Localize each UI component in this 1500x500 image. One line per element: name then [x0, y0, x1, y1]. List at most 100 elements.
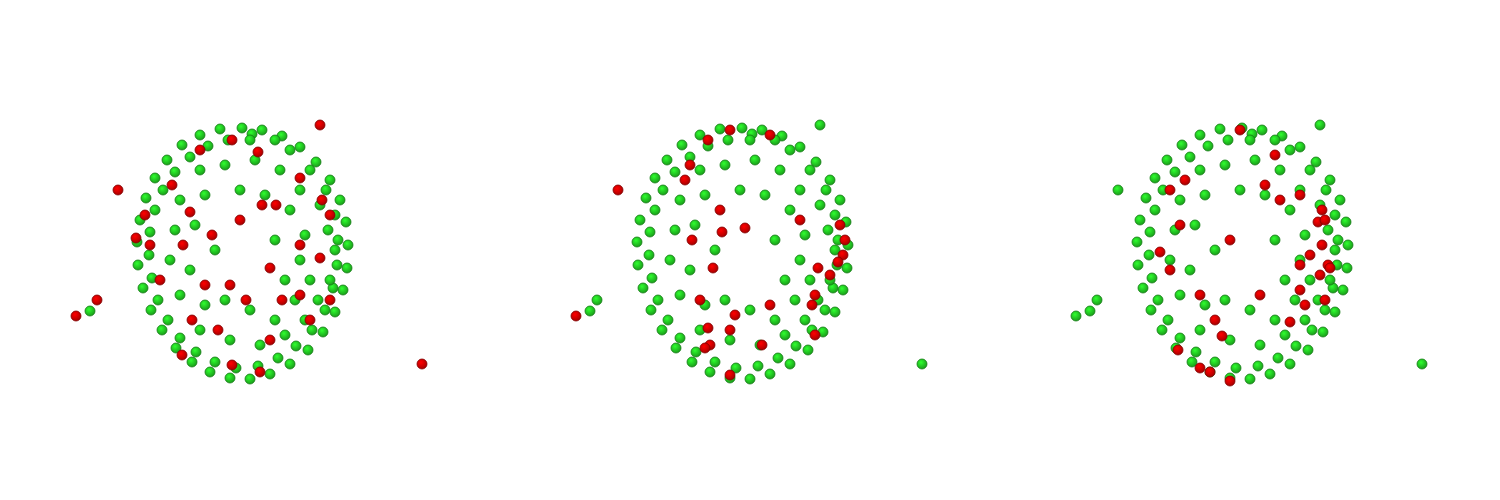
- point: [270, 135, 280, 145]
- point: [1307, 325, 1317, 335]
- point: [1323, 225, 1333, 235]
- point: [663, 315, 673, 325]
- point: [765, 300, 775, 310]
- point: [341, 217, 351, 227]
- point: [227, 135, 237, 145]
- point: [417, 359, 427, 369]
- point: [840, 235, 850, 245]
- point: [235, 215, 245, 225]
- point: [1245, 305, 1255, 315]
- point: [800, 315, 810, 325]
- point: [917, 359, 927, 369]
- point: [131, 233, 141, 243]
- point: [725, 325, 735, 335]
- point: [265, 369, 275, 379]
- point: [200, 280, 210, 290]
- point: [275, 165, 285, 175]
- point: [1285, 317, 1295, 327]
- point: [1165, 255, 1175, 265]
- point: [1341, 217, 1351, 227]
- point: [1280, 330, 1290, 340]
- point: [140, 210, 150, 220]
- point: [1185, 152, 1195, 162]
- point: [323, 225, 333, 235]
- point: [1315, 120, 1325, 130]
- point: [745, 374, 755, 384]
- point: [644, 250, 654, 260]
- point: [1150, 205, 1160, 215]
- point: [1417, 359, 1427, 369]
- point: [795, 185, 805, 195]
- point: [1195, 290, 1205, 300]
- point: [1133, 260, 1143, 270]
- point: [145, 227, 155, 237]
- point: [185, 207, 195, 217]
- point-series: [1155, 125, 1335, 386]
- point: [1275, 165, 1285, 175]
- point: [670, 225, 680, 235]
- point: [1255, 340, 1265, 350]
- point: [265, 335, 275, 345]
- point-series: [585, 120, 927, 384]
- point: [185, 152, 195, 162]
- point: [1210, 315, 1220, 325]
- point: [791, 341, 801, 351]
- point: [1225, 376, 1235, 386]
- point: [805, 165, 815, 175]
- point: [1177, 140, 1187, 150]
- point: [295, 290, 305, 300]
- point: [785, 359, 795, 369]
- point: [313, 295, 323, 305]
- point: [1270, 235, 1280, 245]
- point: [1325, 275, 1335, 285]
- point: [695, 295, 705, 305]
- point: [325, 295, 335, 305]
- point: [675, 333, 685, 343]
- point: [273, 353, 283, 363]
- point: [790, 295, 800, 305]
- point: [285, 359, 295, 369]
- point: [641, 193, 651, 203]
- point: [675, 195, 685, 205]
- point: [653, 295, 663, 305]
- point: [270, 235, 280, 245]
- point-series: [71, 120, 427, 377]
- point: [1245, 135, 1255, 145]
- point: [1270, 135, 1280, 145]
- point: [687, 357, 697, 367]
- point: [187, 357, 197, 367]
- point: [671, 343, 681, 353]
- point: [318, 327, 328, 337]
- point: [237, 123, 247, 133]
- point: [730, 310, 740, 320]
- point: [260, 190, 270, 200]
- plot-area: [71, 120, 427, 384]
- point: [1305, 165, 1315, 175]
- point: [207, 230, 217, 240]
- point: [257, 125, 267, 135]
- point-series: [571, 125, 850, 380]
- point: [1225, 235, 1235, 245]
- point: [271, 200, 281, 210]
- point: [1195, 325, 1205, 335]
- point: [795, 215, 805, 225]
- point: [1321, 185, 1331, 195]
- point: [795, 142, 805, 152]
- point: [291, 341, 301, 351]
- point: [1157, 325, 1167, 335]
- point: [177, 140, 187, 150]
- point: [1235, 185, 1245, 195]
- point: [810, 290, 820, 300]
- point: [157, 325, 167, 335]
- point: [113, 185, 123, 195]
- point: [1210, 357, 1220, 367]
- point-series: [85, 123, 353, 384]
- point: [305, 275, 315, 285]
- point: [1305, 275, 1315, 285]
- point: [330, 245, 340, 255]
- point: [675, 290, 685, 300]
- point: [235, 185, 245, 195]
- point: [190, 220, 200, 230]
- point: [650, 205, 660, 215]
- point: [1220, 295, 1230, 305]
